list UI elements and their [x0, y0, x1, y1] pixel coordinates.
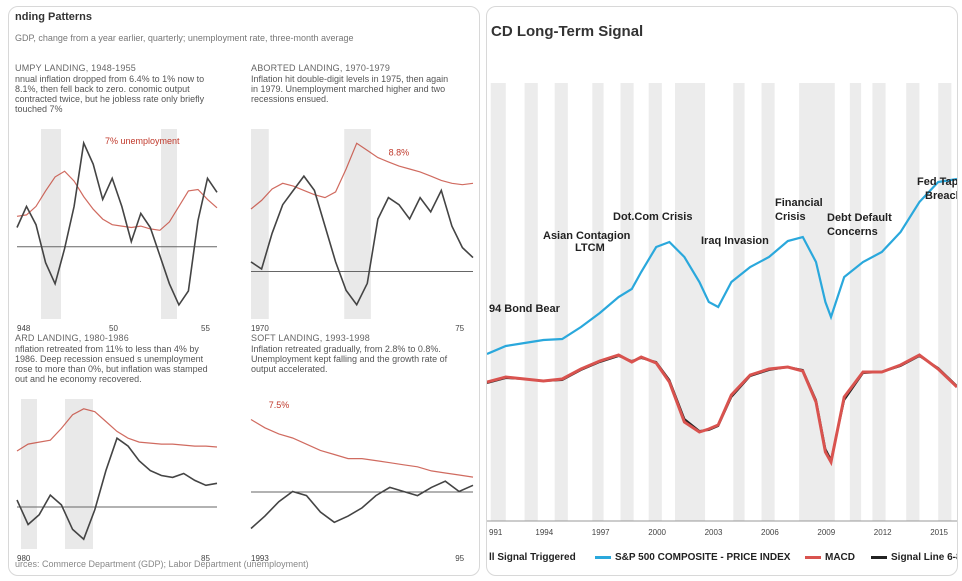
x-tick-label: 2006	[761, 528, 779, 537]
long-term-signal-card: CD Long-Term Signal 94 Bond Bear Asian Co…	[486, 6, 958, 576]
unemployment-annotation: 7.5%	[269, 400, 290, 410]
landing-patterns-card: nding Patterns GDP, change from a year e…	[8, 6, 480, 576]
landing-patterns-title: nding Patterns	[15, 11, 93, 23]
event-annotation: Asian Contagion	[543, 230, 631, 242]
unemployment-annotation: 7% unemployment	[105, 136, 180, 146]
signal-band	[648, 83, 662, 521]
recession-band	[161, 129, 177, 319]
signal-band	[620, 83, 634, 521]
signal-band	[906, 83, 920, 521]
gdp-line	[250, 480, 474, 530]
legend-label-signal-line: Signal Line 6-8	[891, 552, 958, 563]
mini-chart-1: 7% unemployment 948 50 55 8.8% 1970 75 980 85 7.5…	[16, 129, 474, 563]
chart-legend: ll Signal Triggered S&P 500 COMPOSITE - …	[487, 547, 957, 569]
x-tick-label: 980	[17, 554, 31, 563]
x-tick-label: 991	[489, 528, 503, 537]
event-annotation: Financial	[775, 197, 823, 209]
x-tick-label: 2003	[705, 528, 723, 537]
legend-label-macd: MACD	[825, 552, 855, 563]
gdp-line	[16, 140, 218, 307]
event-annotation: Debt Default	[827, 212, 892, 224]
legend-label-signal-triggered: ll Signal Triggered	[489, 552, 576, 563]
panel-title-1: UMPY LANDING, 1948-1955	[15, 63, 136, 73]
legend-swatch-sp500	[595, 555, 611, 559]
x-tick-label: 1994	[535, 528, 553, 537]
panel-desc-2: Inflation hit double-digit levels in 197…	[251, 74, 449, 104]
signal-band	[799, 83, 835, 521]
signal-band	[524, 83, 538, 521]
x-tick-label: 1997	[592, 528, 610, 537]
panel-title-2: ABORTED LANDING, 1970-1979	[251, 63, 391, 73]
x-tick-label: 55	[201, 324, 210, 333]
landing-patterns-subtitle: GDP, change from a year earlier, quarter…	[15, 33, 354, 43]
unemployment-line	[250, 418, 474, 478]
signal-band	[872, 83, 886, 521]
recession-band	[251, 129, 269, 319]
signal-band	[938, 83, 952, 521]
event-annotation: Breach	[925, 190, 958, 202]
legend-item-signal-triggered: ll Signal Triggered	[489, 552, 576, 563]
macd-line	[487, 353, 957, 467]
source-note: urces: Commerce Department (GDP); Labor …	[15, 559, 309, 569]
signal-band	[675, 83, 706, 521]
unemployment-line	[16, 408, 218, 452]
legend-item-macd: MACD	[805, 552, 855, 563]
x-tick-label: 95	[455, 554, 464, 563]
sp500-line	[487, 177, 957, 356]
event-annotation: Fed Taper	[917, 176, 958, 188]
event-annotation: Dot.Com Crisis	[613, 211, 692, 223]
event-annotation: Crisis	[775, 211, 806, 223]
x-tick-label: 948	[17, 324, 31, 333]
x-tick-label: 1993	[251, 554, 269, 563]
event-annotation: 94 Bond Bear	[489, 303, 561, 315]
event-annotation: Concerns	[827, 226, 878, 238]
x-tick-label: 2009	[817, 528, 835, 537]
panel-desc-4: Inflation retreated gradually, from 2.8%…	[251, 344, 448, 374]
gdp-line	[250, 174, 474, 307]
unemployment-line	[250, 142, 474, 210]
signal-band	[592, 83, 604, 521]
event-annotation: LTCM	[575, 242, 605, 254]
legend-label-sp500: S&P 500 COMPOSITE - PRICE INDEX	[615, 552, 791, 563]
legend-swatch-signal-line	[871, 555, 887, 559]
x-tick-label: 2015	[930, 528, 948, 537]
signal-chart-title: CD Long-Term Signal	[491, 23, 644, 40]
panel-title-3: ARD LANDING, 1980-1986	[15, 333, 129, 343]
unemployment-annotation: 8.8%	[389, 148, 410, 158]
x-tick-label: 2012	[874, 528, 892, 537]
recession-band	[344, 129, 371, 319]
legend-swatch-macd	[805, 555, 821, 559]
x-tick-label: 50	[109, 324, 118, 333]
panel-desc-1: nnual inflation dropped from 6.4% to 1% …	[15, 74, 205, 114]
x-tick-label: 2000	[648, 528, 666, 537]
unemployment-line	[16, 170, 218, 231]
signal-band	[490, 83, 506, 521]
recession-band	[21, 399, 37, 549]
event-annotation: Iraq Invasion	[701, 235, 769, 247]
legend-item-sp500: S&P 500 COMPOSITE - PRICE INDEX	[595, 552, 790, 563]
x-tick-label: 85	[201, 554, 210, 563]
x-tick-label: 1970	[251, 324, 269, 333]
legend-item-signal-line: Signal Line 6-8	[871, 552, 958, 563]
recession-band	[41, 129, 61, 319]
panel-desc-3: nflation retreated from 11% to less than…	[15, 344, 208, 384]
signal-band	[761, 83, 775, 521]
panel-title-4: SOFT LANDING, 1993-1998	[251, 333, 370, 343]
gdp-line	[16, 436, 218, 541]
signal-band	[849, 83, 862, 521]
signal-band	[554, 83, 568, 521]
signal-band	[733, 83, 745, 521]
x-tick-label: 75	[455, 324, 464, 333]
